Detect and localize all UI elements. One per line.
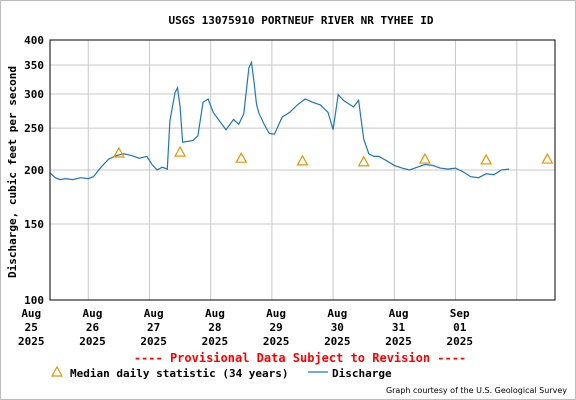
x-tick-label: 2025 — [18, 335, 45, 348]
median-point-triangle-icon — [480, 153, 493, 165]
median-point-triangle-icon — [112, 146, 125, 158]
x-tick-label: 31 — [392, 321, 406, 334]
y-tick-label: 400 — [24, 34, 44, 47]
plot-border — [49, 39, 556, 301]
x-tick-label: 27 — [147, 321, 160, 334]
x-tick-label: 2025 — [202, 335, 229, 348]
y-tick-label: 250 — [24, 122, 44, 135]
x-tick-label: 2025 — [324, 335, 351, 348]
y-axis-label: Discharge, cubic feet per second — [6, 66, 19, 278]
x-tick-label: Aug — [21, 307, 41, 320]
x-tick-label: 2025 — [446, 335, 473, 348]
x-tick-label: 2025 — [385, 335, 412, 348]
x-tick-label: Aug — [83, 307, 103, 320]
median-point-triangle-icon — [174, 145, 187, 157]
x-tick-label: Aug — [266, 307, 286, 320]
x-axis-ticks: Aug252025Aug262025Aug272025Aug282025Aug2… — [18, 307, 473, 348]
legend: Median daily statistic (34 years) Discha… — [50, 365, 392, 380]
legend-median-triangle-icon — [50, 365, 64, 377]
provisional-notice: ---- Provisional Data Subject to Revisio… — [134, 351, 466, 365]
y-tick-label: 300 — [24, 88, 44, 101]
median-point-triangle-icon — [296, 154, 309, 166]
x-tick-label: 2025 — [79, 335, 106, 348]
x-tick-label: 29 — [269, 321, 282, 334]
median-point-triangle-icon — [357, 155, 370, 167]
y-tick-label: 150 — [24, 218, 44, 231]
x-tick-label: 30 — [331, 321, 344, 334]
x-tick-label: 2025 — [140, 335, 167, 348]
x-tick-label: 26 — [86, 321, 100, 334]
x-tick-label: Aug — [327, 307, 347, 320]
x-tick-label: 28 — [208, 321, 221, 334]
legend-median-label: Median daily statistic (34 years) — [70, 367, 289, 380]
y-axis-ticks: 100 150 200 250 300 350 400 — [24, 34, 44, 307]
credit-note: Graph courtesy of the U.S. Geological Su… — [386, 386, 567, 395]
legend-discharge-label: Discharge — [332, 367, 392, 380]
x-tick-label: Aug — [205, 307, 225, 320]
x-tick-label: 2025 — [263, 335, 290, 348]
y-tick-label: 350 — [24, 59, 44, 72]
median-point-triangle-icon — [541, 152, 554, 164]
x-tick-label: Sep — [450, 307, 470, 320]
median-point-triangle-icon — [235, 151, 248, 163]
y-tick-label: 100 — [24, 294, 44, 307]
series-layer — [49, 60, 554, 181]
x-tick-label: Aug — [389, 307, 409, 320]
median-point-triangle-icon — [418, 152, 431, 164]
y-tick-label: 200 — [24, 164, 44, 177]
x-tick-label: 01 — [453, 321, 467, 334]
x-tick-label: 25 — [25, 321, 38, 334]
chart-title: USGS 13075910 PORTNEUF RIVER NR TYHEE ID — [169, 14, 434, 27]
x-tick-label: Aug — [144, 307, 164, 320]
discharge-series-line — [49, 60, 510, 181]
